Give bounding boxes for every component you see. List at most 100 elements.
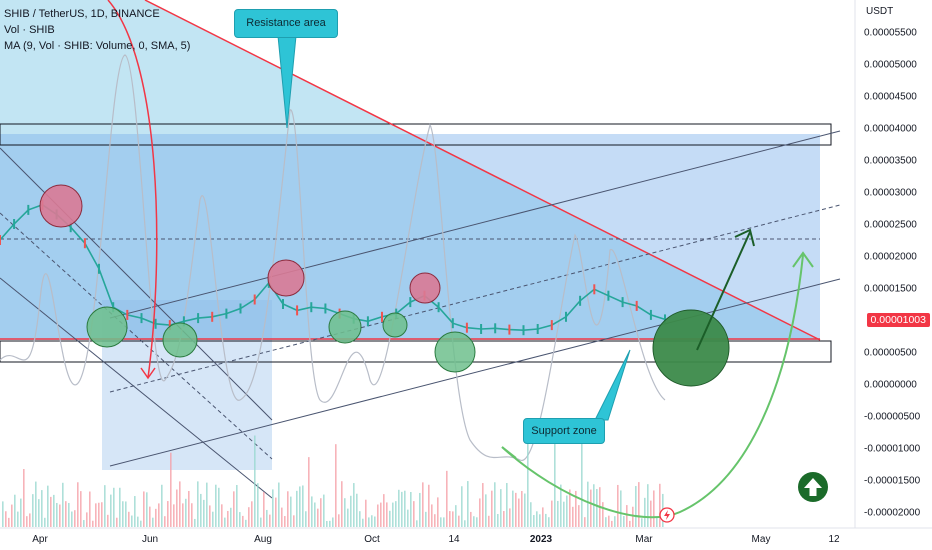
candle — [635, 300, 638, 311]
volume-bar — [305, 511, 307, 527]
volume-bar — [35, 481, 37, 527]
y-tick-label: -0.00000500 — [864, 412, 921, 423]
legend-volume[interactable]: Vol · SHIB — [4, 24, 55, 36]
up-arrow-badge[interactable] — [798, 472, 828, 502]
volume-bar — [23, 468, 25, 527]
volume-bar — [398, 489, 400, 527]
support-marker — [382, 312, 408, 338]
volume-bar — [350, 495, 352, 527]
volume-bar — [89, 491, 91, 527]
x-tick-label: Aug — [254, 534, 272, 545]
legend-ma[interactable]: MA (9, Vol · SHIB: Volume, 0, SMA, 5) — [4, 40, 191, 52]
volume-bar — [86, 512, 88, 527]
volume-bar — [173, 504, 175, 527]
volume-bar — [299, 486, 301, 527]
candle — [480, 324, 483, 334]
volume-bar — [584, 517, 586, 527]
support-box — [0, 340, 832, 363]
volume-bar — [242, 515, 244, 527]
volume-bar — [269, 514, 271, 527]
x-tick-label: Oct — [364, 534, 380, 545]
volume-bar — [233, 491, 235, 527]
volume-bar — [617, 484, 619, 527]
volume-bar — [563, 501, 565, 527]
candle — [593, 284, 596, 295]
volume-bar — [41, 490, 43, 527]
volume-bar — [257, 483, 259, 527]
volume-bar — [452, 511, 454, 527]
volume-bar — [611, 520, 613, 527]
y-axis-ticks: 0.00005500 0.00005000 0.00004500 0.00004000… — [864, 28, 921, 519]
volume-bar — [368, 517, 370, 527]
volume-bar — [104, 485, 106, 527]
volume-bar — [296, 490, 298, 527]
volume-bar — [428, 484, 430, 527]
volume-bar — [140, 520, 142, 527]
volume-bar — [446, 470, 448, 527]
volume-bar — [215, 484, 217, 527]
volume-bar — [500, 489, 502, 527]
candle — [494, 323, 497, 334]
volume-bar — [179, 481, 181, 527]
candle — [126, 309, 129, 320]
candle — [508, 324, 511, 335]
volume-bar — [473, 516, 475, 527]
support-marker — [162, 322, 198, 358]
volume-bar — [317, 508, 319, 527]
green-up-arrow — [696, 231, 751, 351]
y-tick-label: 0.00003000 — [864, 188, 917, 199]
volume-bar — [332, 517, 334, 527]
volume-bar — [143, 491, 145, 527]
volume-bar — [224, 517, 226, 527]
volume-bar — [134, 496, 136, 527]
volume-bar — [470, 511, 472, 527]
volume-bar — [377, 504, 379, 527]
volume-bar — [635, 486, 637, 527]
desc-channel-mid — [0, 212, 273, 460]
volume-bar — [119, 487, 121, 527]
volume-bar — [314, 502, 316, 527]
candle — [154, 318, 157, 329]
volume-bar — [56, 502, 58, 527]
volume-bar — [629, 520, 631, 527]
volume-bar — [2, 501, 4, 527]
x-tick-label: Jun — [142, 534, 158, 545]
y-tick-label: -0.00001500 — [864, 476, 921, 487]
light-green-arrowhead — [792, 251, 814, 268]
volume-bar — [602, 502, 604, 527]
y-tick-label: 0.00005500 — [864, 28, 917, 39]
candle — [296, 305, 299, 316]
volume-bar — [521, 490, 523, 527]
volume-bar — [65, 501, 67, 527]
candle — [112, 302, 115, 313]
volume-bar — [287, 491, 289, 527]
candle — [69, 222, 72, 233]
y-tick-label: 0.00003500 — [864, 156, 917, 167]
candle — [565, 311, 567, 322]
volume-bar — [494, 482, 496, 527]
candle — [437, 302, 440, 313]
volume-bar — [128, 511, 130, 527]
volume-bar — [419, 492, 421, 527]
volume-bar — [263, 492, 265, 527]
volume-bar — [341, 481, 343, 527]
volume-bar — [260, 517, 262, 527]
volume-bar — [476, 517, 478, 527]
volume-bar — [5, 511, 7, 527]
volume-bar — [293, 515, 295, 527]
volume-bar — [323, 494, 325, 527]
volume-bar — [62, 482, 64, 527]
volume-bar — [347, 508, 349, 527]
volume-bar — [125, 501, 127, 527]
volume-bar — [506, 483, 508, 527]
volume-bar — [149, 506, 151, 527]
volume-bar — [512, 490, 514, 527]
volume-bar — [518, 498, 520, 527]
x-axis-ticks: Apr Jun Aug Oct 14 2023 Mar May 12 — [32, 534, 840, 545]
volume-bar — [17, 511, 19, 527]
candle — [579, 295, 582, 306]
legend-symbol[interactable]: SHIB / TetherUS, 1D, BINANCE — [4, 8, 160, 20]
support-marker-large — [652, 309, 730, 387]
volume-bar — [575, 490, 577, 527]
